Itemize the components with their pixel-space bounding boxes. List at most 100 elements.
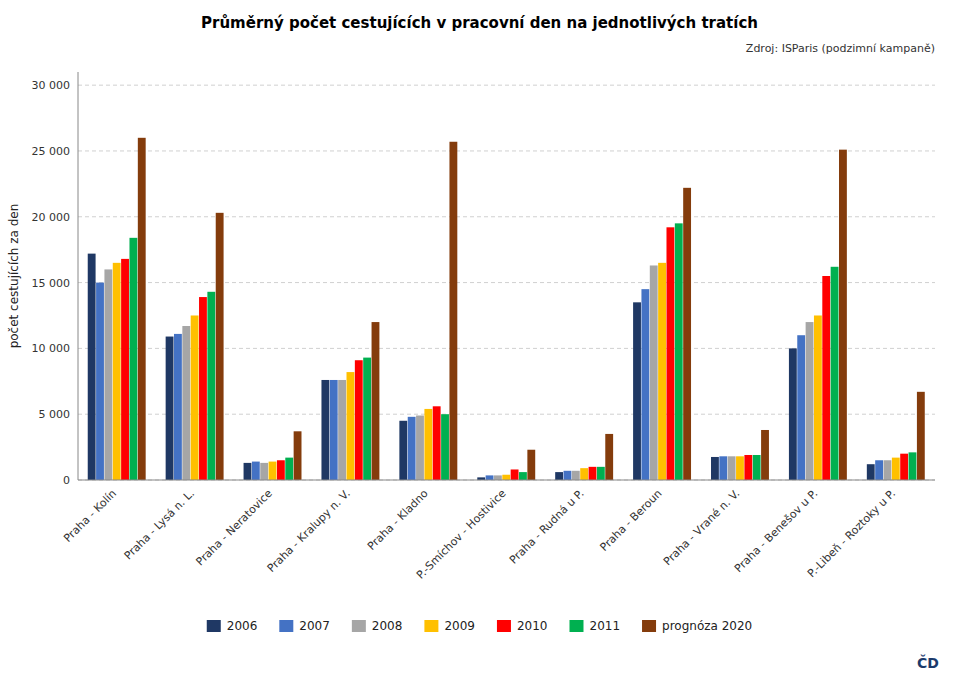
bar: 2008: 11700 xyxy=(182,326,190,480)
legend-label: 2010 xyxy=(517,619,548,633)
legend-label: 2006 xyxy=(227,619,258,633)
bar: 2007: 1800 xyxy=(719,456,727,480)
bar: 2006: 10000 xyxy=(789,348,797,480)
bar-series: 2009: 165002009: 125002009: 14002009: 82… xyxy=(113,263,900,480)
bar: prognóza 2020: 20300 xyxy=(216,213,224,480)
y-tick-label: 5 000 xyxy=(39,408,71,421)
bar: 2009: 12500 xyxy=(191,315,199,480)
x-tick-label: Praha - Benešov u P. xyxy=(732,487,820,575)
bar: 2007: 350 xyxy=(486,475,494,480)
y-tick-label: 30 000 xyxy=(32,79,71,92)
bar: prognóza 2020: 12000 xyxy=(372,322,380,480)
legend-item: 2006 xyxy=(207,619,258,633)
grid-line xyxy=(78,150,935,151)
x-ticks: Praha - KolínPraha - Lysá n. L.Praha - N… xyxy=(61,487,898,582)
bar: 2009: 1400 xyxy=(269,462,277,480)
x-tick-label: Praha - Kladno xyxy=(365,487,431,553)
bar: prognóza 2020: 3700 xyxy=(294,431,302,480)
bar: 2009: 16500 xyxy=(113,263,121,480)
x-tick-label: Praha - Kralupy n. V. xyxy=(265,487,353,575)
bar: 2011: 600 xyxy=(519,472,527,480)
legend-label: 2007 xyxy=(299,619,330,633)
bar: 2008: 1300 xyxy=(260,463,268,480)
bar: 2010: 15500 xyxy=(822,276,830,480)
bar: 2011: 19500 xyxy=(675,223,683,480)
legend-swatch xyxy=(279,620,293,632)
bar: prognóza 2020: 26000 xyxy=(138,138,146,480)
grid-line xyxy=(78,480,935,481)
bar: 2006: 17200 xyxy=(88,254,96,480)
bar: 2010: 5600 xyxy=(433,406,441,480)
x-tick-label: Praha - Rudná u P. xyxy=(507,487,587,567)
bar-series: prognóza 2020: 26000 prognóza 2020: 20300… xyxy=(138,138,925,480)
legend-swatch xyxy=(497,620,511,632)
bars: 2006: 172002006: 109002006: 13002006: 76… xyxy=(88,138,925,480)
legend-swatch xyxy=(642,620,656,632)
legend-swatch xyxy=(569,620,583,632)
bar: 2007: 700 xyxy=(564,471,572,480)
bar: 2010: 1500 xyxy=(277,460,285,480)
bar: 2006: 600 xyxy=(555,472,563,480)
legend-label: prognóza 2020 xyxy=(662,619,752,633)
x-tick-label: Praha - Vrané n. V. xyxy=(661,487,742,568)
x-tick-label: P.-Libeň - Roztoky u P. xyxy=(805,487,898,580)
bar: 2010: 2000 xyxy=(900,454,908,480)
chart-svg: Průměrný počet cestujících v pracovní de… xyxy=(0,0,959,682)
bar: 2006: 10900 xyxy=(166,337,174,480)
grid-line xyxy=(78,85,935,86)
bar: 2011: 16200 xyxy=(831,267,839,480)
bar: 2010: 800 xyxy=(511,469,519,480)
bar: 2006: 4500 xyxy=(399,421,407,480)
bar: 2008: 350 xyxy=(494,475,502,480)
bar: 2011: 9300 xyxy=(363,358,371,480)
bar: 2007: 15000 xyxy=(96,283,104,480)
x-tick-label: Praha - Lysá n. L. xyxy=(122,487,197,562)
bar: 2008: 16300 xyxy=(650,265,658,480)
bar: 2011: 1000 xyxy=(597,467,605,480)
legend: 200620072008200920102011prognóza 2020 xyxy=(207,619,752,633)
y-tick-label: 15 000 xyxy=(32,277,71,290)
bar: 2009: 12500 xyxy=(814,315,822,480)
bar: 2010: 1000 xyxy=(589,467,597,480)
legend-item: 2010 xyxy=(497,619,548,633)
bar: 2009: 1700 xyxy=(892,458,900,480)
legend-label: 2009 xyxy=(444,619,475,633)
title: Průměrný počet cestujících v pracovní de… xyxy=(201,14,758,32)
x-tick-label: P.-Smíchov - Hostivice xyxy=(414,487,509,582)
legend-item: prognóza 2020 xyxy=(642,619,752,633)
bar-series: 2006: 172002006: 109002006: 13002006: 76… xyxy=(88,254,875,480)
bar: 2011: 1900 xyxy=(753,455,761,480)
bar: 2008: 4900 xyxy=(416,416,424,480)
legend-label: 2011 xyxy=(589,619,620,633)
bar: 2011: 2100 xyxy=(909,452,917,480)
bar: 2011: 18400 xyxy=(129,238,137,480)
y-axis-line xyxy=(78,72,79,480)
bar: 2010: 19200 xyxy=(666,227,674,480)
bar: 2006: 1200 xyxy=(867,464,875,480)
bar: 2009: 16500 xyxy=(658,263,666,480)
logo-text: ČD xyxy=(917,654,939,671)
bar: 2007: 11100 xyxy=(174,334,182,480)
bar: 2007: 7600 xyxy=(330,380,338,480)
bar: 2006: 13500 xyxy=(633,302,641,480)
y-grid xyxy=(78,85,935,480)
bar: 2008: 7600 xyxy=(338,380,346,480)
bar: 2008: 1500 xyxy=(884,460,892,480)
legend-swatch xyxy=(352,620,366,632)
bar: 2008: 1800 xyxy=(728,456,736,480)
x-tick-label: Praha - Kolín xyxy=(61,487,119,545)
bar: 2006: 7600 xyxy=(321,380,329,480)
bar: 2010: 16800 xyxy=(121,259,129,480)
legend-swatch xyxy=(207,620,221,632)
bar: prognóza 2020: 22200 xyxy=(683,188,691,480)
bar: 2008: 700 xyxy=(572,471,580,480)
y-axis-label: počet cestujících za den xyxy=(7,204,21,349)
bar: 2007: 14500 xyxy=(641,289,649,480)
bar: 2010: 9100 xyxy=(355,360,363,480)
bar: 2007: 1500 xyxy=(875,460,883,480)
x-axis-line xyxy=(78,480,935,481)
bar: 2008: 12000 xyxy=(806,322,814,480)
y-tick-label: 25 000 xyxy=(32,145,71,158)
y-tick-label: 10 000 xyxy=(32,342,71,355)
grid-line xyxy=(78,282,935,283)
